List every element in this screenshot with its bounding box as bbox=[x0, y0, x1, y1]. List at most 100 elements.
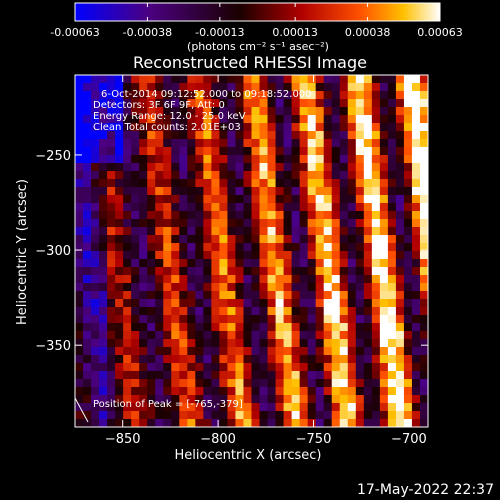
heatmap-cell bbox=[299, 363, 309, 372]
heatmap-cell bbox=[347, 211, 357, 220]
heatmap-cell bbox=[331, 379, 341, 388]
heatmap-cell bbox=[259, 179, 268, 188]
heatmap-cell bbox=[363, 291, 373, 300]
heatmap-cell bbox=[275, 243, 284, 252]
heatmap-cell bbox=[315, 171, 325, 180]
heatmap-cell bbox=[275, 419, 284, 428]
heatmap-cell bbox=[411, 339, 421, 348]
heatmap-cell bbox=[155, 147, 164, 156]
heatmap-cell bbox=[355, 291, 365, 300]
heatmap-cell bbox=[331, 91, 341, 100]
heatmap-cell bbox=[379, 395, 389, 404]
heatmap-cell bbox=[331, 107, 341, 116]
heatmap-cell bbox=[315, 227, 325, 236]
heatmap-cell bbox=[291, 395, 301, 404]
heatmap-cell bbox=[123, 275, 132, 284]
heatmap-cell bbox=[251, 179, 260, 188]
heatmap-cell bbox=[219, 171, 228, 180]
heatmap-cell bbox=[187, 131, 196, 140]
heatmap-cell bbox=[331, 395, 341, 404]
heatmap-cell bbox=[219, 403, 228, 412]
heatmap-cell bbox=[411, 227, 421, 236]
heatmap-cell bbox=[163, 91, 172, 100]
heatmap-cell bbox=[323, 331, 333, 340]
heatmap-cell bbox=[203, 403, 212, 412]
heatmap-cell bbox=[147, 155, 156, 164]
heatmap-cell bbox=[411, 171, 421, 180]
heatmap-cell bbox=[299, 99, 309, 108]
heatmap-cell bbox=[163, 339, 172, 348]
heatmap-cell bbox=[307, 195, 317, 204]
heatmap-cell bbox=[411, 75, 421, 84]
heatmap-cell bbox=[163, 315, 172, 324]
heatmap-cell bbox=[363, 243, 373, 252]
heatmap-cell bbox=[403, 251, 413, 260]
heatmap-cell bbox=[275, 347, 284, 356]
heatmap-cell bbox=[123, 211, 132, 220]
heatmap-cell bbox=[307, 347, 317, 356]
heatmap-cell bbox=[91, 155, 100, 164]
heatmap-cell bbox=[123, 243, 132, 252]
heatmap-cell bbox=[179, 315, 188, 324]
heatmap-cell bbox=[187, 259, 196, 268]
heatmap-cell bbox=[211, 307, 220, 316]
heatmap-cell bbox=[83, 323, 92, 332]
heatmap-cell bbox=[235, 339, 244, 348]
heatmap-cell bbox=[387, 123, 397, 132]
heatmap-cell bbox=[419, 163, 429, 172]
heatmap-cell bbox=[115, 187, 124, 196]
heatmap-cell bbox=[395, 315, 405, 324]
heatmap-cell bbox=[91, 299, 100, 308]
heatmap-cell bbox=[179, 379, 188, 388]
heatmap-cell bbox=[107, 419, 116, 428]
heatmap-cell bbox=[211, 227, 220, 236]
heatmap-cell bbox=[83, 107, 92, 116]
heatmap-cell bbox=[411, 387, 421, 396]
heatmap-cell bbox=[387, 379, 397, 388]
heatmap-cell bbox=[371, 379, 381, 388]
heatmap-cell bbox=[315, 411, 325, 420]
heatmap-cell bbox=[227, 411, 236, 420]
heatmap-cell bbox=[99, 75, 108, 84]
heatmap-cell bbox=[251, 211, 260, 220]
heatmap-cell bbox=[259, 291, 268, 300]
heatmap-cell bbox=[299, 331, 309, 340]
heatmap-cell bbox=[243, 411, 252, 420]
heatmap-cells bbox=[75, 75, 429, 428]
heatmap-cell bbox=[283, 203, 293, 212]
heatmap-cell bbox=[219, 259, 228, 268]
heatmap-cell bbox=[339, 315, 349, 324]
x-tick-label: −850 bbox=[105, 432, 141, 447]
heatmap-cell bbox=[379, 275, 389, 284]
colorbar-tick-label: -0.00038 bbox=[123, 26, 172, 39]
heatmap-cell bbox=[275, 179, 284, 188]
heatmap-cell bbox=[163, 331, 172, 340]
heatmap-cell bbox=[203, 99, 212, 108]
heatmap-cell bbox=[91, 283, 100, 292]
heatmap-cell bbox=[251, 75, 260, 84]
heatmap-cell bbox=[235, 139, 244, 148]
heatmap-cell bbox=[387, 139, 397, 148]
heatmap-cell bbox=[227, 251, 236, 260]
heatmap-cell bbox=[315, 155, 325, 164]
heatmap-cell bbox=[323, 307, 333, 316]
heatmap-cell bbox=[331, 275, 341, 284]
heatmap-cell bbox=[331, 331, 341, 340]
heatmap-cell bbox=[235, 235, 244, 244]
heatmap-cell bbox=[147, 363, 156, 372]
heatmap-cell bbox=[363, 267, 373, 276]
heatmap-cell bbox=[283, 387, 293, 396]
heatmap-cell bbox=[123, 283, 132, 292]
heatmap-cell bbox=[163, 403, 172, 412]
heatmap-cell bbox=[243, 147, 252, 156]
heatmap-cell bbox=[75, 331, 84, 340]
heatmap-cell bbox=[403, 411, 413, 420]
heatmap-cell bbox=[179, 363, 188, 372]
heatmap-cell bbox=[395, 291, 405, 300]
heatmap-cell bbox=[403, 123, 413, 132]
heatmap-cell bbox=[251, 283, 260, 292]
heatmap-cell bbox=[107, 315, 116, 324]
heatmap-cell bbox=[235, 147, 244, 156]
heatmap-cell bbox=[331, 243, 341, 252]
heatmap-cell bbox=[219, 339, 228, 348]
